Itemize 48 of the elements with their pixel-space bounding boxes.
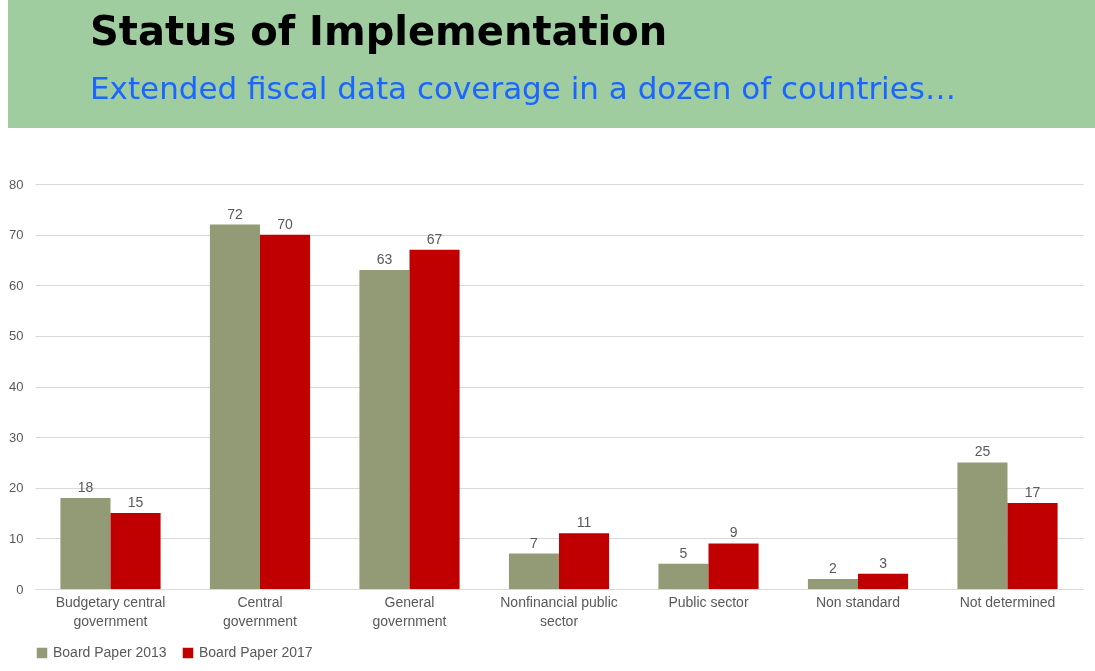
legend-label: Board Paper 2017 — [199, 644, 313, 660]
x-tick-label: General government — [372, 593, 447, 629]
y-tick-label: 80 — [9, 176, 24, 192]
chart-subtitle: Extended fiscal data coverage in a dozen of countries… — [90, 70, 956, 106]
chart-title: Status of Implementation — [90, 8, 668, 54]
bar — [409, 249, 460, 589]
data-label: 25 — [974, 443, 991, 460]
y-tick-label: 60 — [9, 277, 24, 293]
bar — [1007, 502, 1058, 589]
bar — [708, 543, 759, 589]
x-tick-label: Not determined — [959, 593, 1056, 610]
x-tick-label: Non standard — [815, 593, 901, 610]
bar — [559, 533, 610, 589]
bar — [110, 513, 161, 589]
data-label: 67 — [426, 230, 443, 247]
bar — [858, 573, 909, 589]
data-label: 72 — [227, 205, 243, 222]
data-label: 11 — [576, 514, 592, 531]
bar — [807, 578, 858, 589]
data-label: 17 — [1024, 483, 1041, 500]
y-tick-label: 30 — [9, 429, 24, 445]
data-label: 9 — [729, 524, 738, 541]
y-tick-label: 50 — [9, 328, 24, 344]
bar — [957, 462, 1008, 589]
data-label: 7 — [530, 534, 539, 551]
data-label: 5 — [679, 544, 688, 561]
y-tick-label: 10 — [9, 530, 24, 546]
data-label: 70 — [277, 215, 294, 232]
bar — [209, 224, 260, 589]
data-label: 2 — [829, 559, 838, 576]
x-tick-label: Nonfinancial public sector — [500, 593, 618, 629]
x-tick-label: Budgetary central government — [55, 593, 166, 629]
bar — [260, 234, 311, 589]
data-label: 3 — [879, 554, 888, 571]
x-tick-label: Public sector — [668, 593, 749, 610]
y-tick-label: 0 — [16, 581, 24, 597]
bar — [658, 563, 709, 589]
data-label: 63 — [376, 251, 393, 268]
legend-label: Board Paper 2013 — [53, 644, 167, 660]
x-tick-label: Central government — [223, 593, 298, 629]
bar — [359, 270, 410, 589]
y-tick-label: 40 — [9, 379, 24, 394]
bar — [60, 497, 111, 589]
y-tick-label: 70 — [9, 227, 24, 243]
data-label: 18 — [77, 478, 94, 495]
bar — [508, 553, 559, 589]
y-tick-label: 20 — [9, 480, 24, 496]
data-label: 15 — [127, 494, 144, 511]
